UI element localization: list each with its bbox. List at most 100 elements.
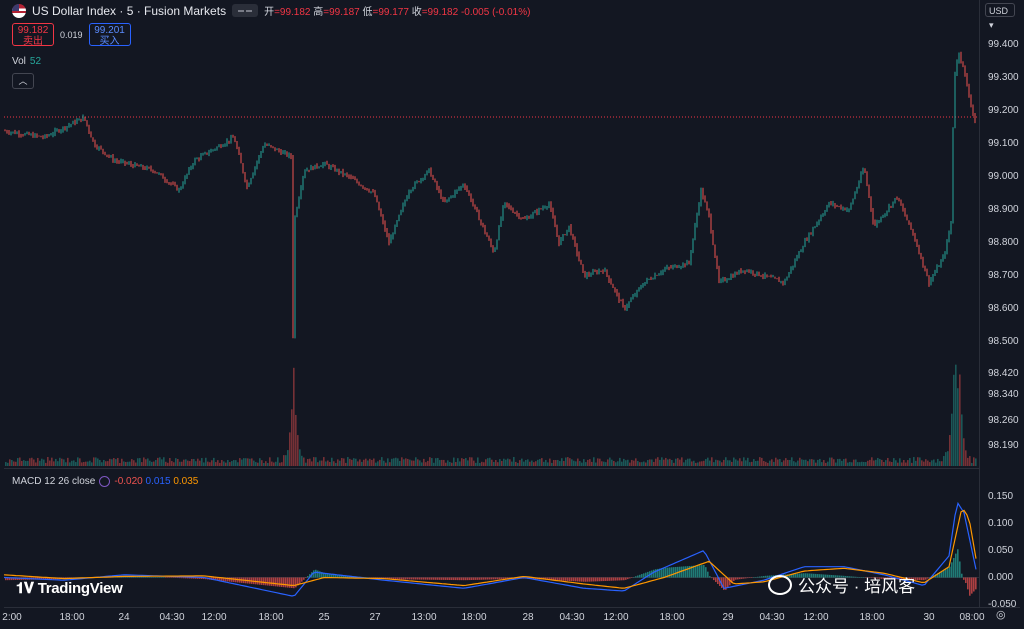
trade-panel: 99.182 卖出 0.019 99.201 买入	[12, 23, 131, 47]
volume-bar	[899, 458, 901, 466]
price-axis[interactable]: 99.400 99.300 99.200 99.100 99.000 98.900 98.8…	[980, 0, 1020, 610]
price-chart[interactable]	[4, 0, 979, 468]
macd-histogram-bar	[849, 576, 851, 578]
price-tick-label: 98.190	[988, 440, 1019, 451]
macd-histogram-bar	[563, 577, 565, 581]
volume-bar	[571, 459, 573, 466]
volume-bar	[763, 460, 765, 466]
volume-bar	[587, 459, 589, 466]
volume-bar	[121, 458, 123, 466]
macd-histogram-bar	[395, 577, 397, 580]
volume-bar	[807, 461, 809, 466]
macd-histogram-bar	[335, 574, 337, 578]
volume-bar	[439, 460, 441, 466]
volume-bar	[111, 459, 113, 466]
volume-bar	[713, 462, 715, 466]
macd-histogram-bar	[957, 549, 959, 578]
macd-histogram-bar	[869, 577, 871, 578]
volume-bar	[187, 460, 189, 466]
macd-histogram-bar	[165, 577, 167, 578]
volume-bar	[419, 460, 421, 466]
volume-bar	[153, 461, 155, 466]
volume-bar	[657, 457, 659, 466]
volume-bar	[393, 458, 395, 466]
volume-bar	[753, 459, 755, 466]
volume-bar	[923, 461, 925, 466]
volume-bar	[583, 459, 585, 466]
price-tick-label: 98.800	[988, 237, 1019, 248]
volume-bar	[401, 457, 403, 466]
visibility-toggle-icon[interactable]	[232, 4, 259, 17]
wechat-icon	[768, 574, 792, 595]
indicator-settings-icon[interactable]	[99, 476, 111, 487]
macd-histogram-bar	[473, 577, 475, 580]
volume-bar	[347, 457, 349, 466]
macd-histogram-bar	[951, 562, 953, 578]
macd-histogram-bar	[183, 577, 185, 579]
settings-gear-icon[interactable]: ◎	[996, 609, 1006, 621]
macd-histogram-bar	[653, 569, 655, 578]
macd-histogram-bar	[715, 577, 717, 583]
macd-histogram-bar	[175, 577, 177, 578]
macd-histogram-bar	[707, 571, 709, 578]
macd-histogram-bar	[733, 577, 735, 581]
time-tick-label: 13:00	[411, 612, 437, 623]
macd-histogram-bar	[969, 577, 971, 596]
volume-bar	[321, 460, 323, 466]
volume-bar	[243, 458, 245, 466]
macd-histogram-bar	[391, 577, 393, 580]
volume-bar	[133, 460, 135, 466]
symbol-title[interactable]: US Dollar Index · 5 · Fusion Markets	[32, 3, 227, 18]
macd-histogram-bar	[767, 575, 769, 578]
macd-histogram-bar	[151, 576, 153, 578]
volume-bar	[449, 461, 451, 466]
macd-histogram-bar	[551, 577, 553, 581]
volume-bar	[865, 462, 867, 466]
volume-bar	[205, 457, 207, 466]
volume-legend[interactable]: Vol 52	[12, 56, 41, 67]
volume-bar	[741, 461, 743, 466]
volume-bar	[285, 455, 287, 466]
volume-bar	[271, 461, 273, 466]
macd-histogram-bar	[581, 577, 583, 582]
price-pane[interactable]	[4, 0, 980, 469]
volume-bar	[791, 457, 793, 466]
buy-button[interactable]: 99.201 买入	[88, 23, 131, 47]
macd-histogram-bar	[373, 577, 375, 579]
tradingview-logo[interactable]: 𝟏𝐕 TradingView	[16, 580, 123, 597]
volume-bar	[719, 460, 721, 466]
macd-histogram-bar	[147, 576, 149, 578]
time-axis[interactable]: 2:00 18:00 24 04:30 12:00 18:00 25 27 13:00 18:00…	[2, 607, 1020, 629]
macd-histogram-bar	[717, 577, 719, 585]
volume-bar	[591, 461, 593, 466]
macd-histogram-bar	[599, 577, 601, 582]
macd-histogram-bar	[489, 577, 491, 580]
sell-button[interactable]: 99.182 卖出	[12, 23, 54, 47]
volume-bar	[687, 458, 689, 466]
volume-bar	[31, 457, 33, 466]
currency-selector[interactable]: USD ▾	[985, 3, 1015, 30]
macd-histogram-bar	[485, 577, 487, 580]
volume-bar	[729, 460, 731, 466]
macd-histogram-bar	[757, 576, 759, 578]
macd-legend[interactable]: MACD 12 26 close -0.020 0.015 0.035	[12, 476, 198, 487]
volume-bar	[283, 455, 285, 466]
volume-bar	[263, 462, 265, 466]
macd-histogram-bar	[743, 577, 745, 579]
volume-bar	[193, 458, 195, 466]
macd-histogram-bar	[719, 577, 721, 586]
macd-histogram-bar	[615, 577, 617, 581]
macd-histogram-bar	[401, 577, 403, 580]
sell-label: 卖出	[23, 36, 43, 47]
volume-bar	[695, 462, 697, 466]
time-tick-label: 12:00	[603, 612, 629, 623]
volume-bar	[407, 458, 409, 466]
volume-bar	[751, 461, 753, 466]
macd-histogram-bar	[889, 577, 891, 580]
volume-bar	[527, 459, 529, 466]
macd-histogram-bar	[437, 577, 439, 580]
volume-bar	[617, 461, 619, 466]
macd-histogram-bar	[161, 577, 163, 578]
collapse-legend-button[interactable]: ︿	[12, 73, 34, 89]
